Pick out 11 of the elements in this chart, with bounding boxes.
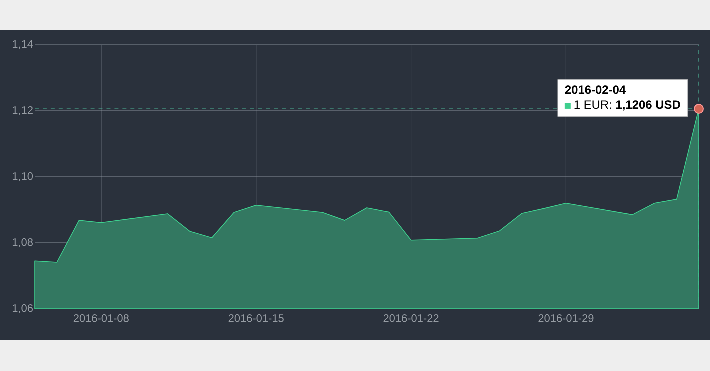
annotation: 2016-02-04 bbox=[565, 86, 626, 94]
y-tick-label: 1,06 bbox=[12, 304, 33, 314]
y-tick-label: 1,10 bbox=[12, 172, 34, 182]
x-tick-label: 2016-01-29 bbox=[538, 314, 594, 322]
y-tick-label: 1,12 bbox=[12, 106, 33, 116]
x-tick-label: 2016-01-08 bbox=[74, 314, 129, 322]
y-tick-label: 1,08 bbox=[12, 238, 33, 248]
annotation: 1 EUR: 1,1206 USD bbox=[574, 100, 680, 111]
x-tick-label: 2016-01-22 bbox=[384, 314, 439, 322]
y-tick-label: 1,14 bbox=[12, 40, 34, 50]
x-tick-label: 2016-01-15 bbox=[228, 314, 284, 322]
